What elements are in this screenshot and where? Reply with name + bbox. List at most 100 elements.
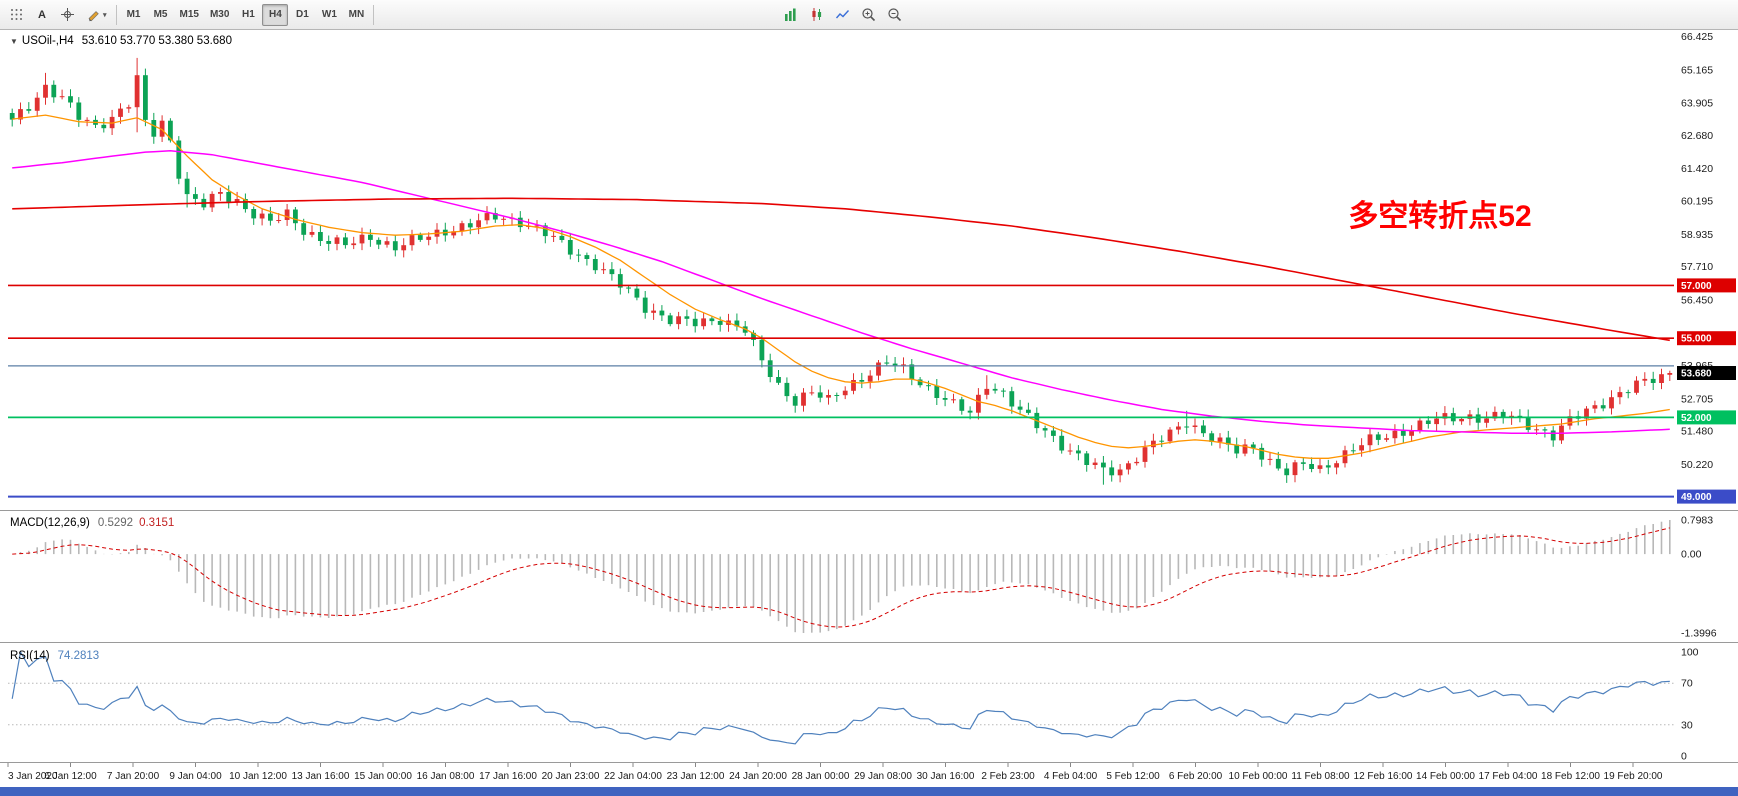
svg-text:66.425: 66.425 bbox=[1681, 31, 1713, 43]
svg-text:6 Jan 12:00: 6 Jan 12:00 bbox=[44, 771, 97, 782]
toolbar-separator bbox=[373, 4, 375, 25]
svg-text:20 Jan 23:00: 20 Jan 23:00 bbox=[542, 771, 600, 782]
svg-text:13 Jan 16:00: 13 Jan 16:00 bbox=[292, 771, 350, 782]
candle-chart-mode-button[interactable] bbox=[804, 4, 829, 26]
svg-text:57.000: 57.000 bbox=[1681, 281, 1712, 292]
timeframe-m15-button[interactable]: M15 bbox=[175, 4, 204, 26]
svg-text:62.680: 62.680 bbox=[1681, 130, 1713, 142]
text-label-tool-label: A bbox=[38, 8, 46, 21]
svg-text:30 Jan 16:00: 30 Jan 16:00 bbox=[917, 771, 975, 782]
crosshair-icon bbox=[60, 7, 75, 22]
svg-text:52.000: 52.000 bbox=[1681, 413, 1712, 424]
ma-fast-line bbox=[12, 114, 1670, 459]
chart-title: ▼ USOil-,H4 53.610 53.770 53.380 53.680 bbox=[10, 35, 232, 47]
svg-text:14 Feb 00:00: 14 Feb 00:00 bbox=[1416, 771, 1475, 782]
svg-text:65.165: 65.165 bbox=[1681, 64, 1713, 76]
timeframe-h4-button[interactable]: H4 bbox=[262, 3, 289, 26]
line-chart-mode-button[interactable] bbox=[830, 4, 855, 26]
price-axis[interactable]: 66.425 65.165 63.905 62.680 61.420 60.195 58.9… bbox=[1677, 31, 1736, 504]
svg-text:51.480: 51.480 bbox=[1681, 426, 1713, 438]
chart-mode-tools-group bbox=[778, 4, 907, 26]
timeframe-d1-button[interactable]: D1 bbox=[289, 4, 315, 26]
svg-text:4 Feb 04:00: 4 Feb 04:00 bbox=[1044, 771, 1098, 782]
svg-text:6 Feb 20:00: 6 Feb 20:00 bbox=[1169, 771, 1223, 782]
horizontal-level-lines[interactable] bbox=[8, 284, 1674, 498]
svg-text:9 Jan 04:00: 9 Jan 04:00 bbox=[169, 771, 222, 782]
svg-text:19 Feb 20:00: 19 Feb 20:00 bbox=[1604, 771, 1663, 782]
svg-text:63.905: 63.905 bbox=[1681, 98, 1713, 110]
svg-text:2 Feb 23:00: 2 Feb 23:00 bbox=[981, 771, 1035, 782]
bar-chart-icon bbox=[783, 7, 798, 22]
rsi-label: RSI(14) bbox=[10, 650, 50, 662]
symbol-period-label: USOil-,H4 bbox=[22, 35, 74, 47]
svg-text:30: 30 bbox=[1681, 719, 1693, 731]
macd-signal-line bbox=[12, 527, 1670, 628]
timeframe-m30-button[interactable]: M30 bbox=[205, 4, 234, 26]
macd-main-value: 0.5292 bbox=[98, 517, 133, 529]
macd-histogram bbox=[19, 520, 1671, 633]
timeframe-m5-button[interactable]: M5 bbox=[148, 4, 174, 26]
svg-text:61.420: 61.420 bbox=[1681, 163, 1713, 175]
rsi-axis-labels: 100 70 30 0 bbox=[1681, 647, 1699, 763]
svg-text:10 Feb 00:00: 10 Feb 00:00 bbox=[1229, 771, 1288, 782]
timeframe-mn-button[interactable]: MN bbox=[343, 4, 369, 26]
candlestick-series bbox=[9, 57, 1673, 485]
svg-text:18 Feb 12:00: 18 Feb 12:00 bbox=[1541, 771, 1600, 782]
text-label-tool-button[interactable]: A bbox=[30, 4, 54, 26]
macd-header: MACD(12,26,9) 0.5292 0.3151 bbox=[10, 517, 174, 529]
svg-text:11 Feb 08:00: 11 Feb 08:00 bbox=[1291, 771, 1350, 782]
line-chart-icon bbox=[835, 7, 850, 22]
svg-text:23 Jan 12:00: 23 Jan 12:00 bbox=[667, 771, 725, 782]
pencil-icon bbox=[86, 7, 101, 22]
macd-signal-value: 0.3151 bbox=[139, 517, 174, 529]
crosshair-tool-button[interactable] bbox=[55, 4, 80, 26]
svg-text:56.450: 56.450 bbox=[1681, 294, 1713, 306]
zoom-in-icon bbox=[861, 7, 876, 22]
drawing-tools-group: A ▾ bbox=[4, 4, 112, 26]
rsi-panel[interactable]: RSI(14) 74.2813 100 70 30 0 bbox=[8, 647, 1699, 763]
svg-text:16 Jan 08:00: 16 Jan 08:00 bbox=[417, 771, 475, 782]
grid-dots-icon bbox=[9, 7, 24, 22]
svg-text:49.000: 49.000 bbox=[1681, 492, 1712, 503]
timeframe-w1-button[interactable]: W1 bbox=[316, 4, 342, 26]
draw-tools-button[interactable]: ▾ bbox=[81, 4, 112, 26]
bottom-window-strip bbox=[0, 787, 1738, 796]
svg-text:0.00: 0.00 bbox=[1681, 549, 1702, 561]
timeframe-group: M1 M5 M15 M30 H1 H4 D1 W1 MN bbox=[121, 3, 370, 26]
svg-text:55.000: 55.000 bbox=[1681, 334, 1712, 345]
svg-text:17 Jan 16:00: 17 Jan 16:00 bbox=[479, 771, 537, 782]
macd-axis-labels: 0.7983 0.00 -1.3996 bbox=[1681, 515, 1717, 640]
rsi-value: 74.2813 bbox=[58, 650, 100, 662]
svg-text:22 Jan 04:00: 22 Jan 04:00 bbox=[604, 771, 662, 782]
annotation-text: 多空转折点52 bbox=[1348, 200, 1531, 233]
svg-text:24 Jan 20:00: 24 Jan 20:00 bbox=[729, 771, 787, 782]
macd-panel[interactable]: MACD(12,26,9) 0.5292 0.3151 0.7983 0.00 -1.3… bbox=[10, 515, 1717, 640]
svg-text:0.7983: 0.7983 bbox=[1681, 515, 1713, 527]
zoom-out-button[interactable] bbox=[882, 4, 907, 26]
ma-slow-line bbox=[12, 197, 1670, 342]
ma-mid-line bbox=[12, 150, 1670, 434]
chart-canvas[interactable]: ▼ USOil-,H4 53.610 53.770 53.380 53.680 多空… bbox=[0, 30, 1738, 796]
macd-label: MACD(12,26,9) bbox=[10, 517, 90, 529]
svg-text:17 Feb 04:00: 17 Feb 04:00 bbox=[1479, 771, 1538, 782]
dropdown-arrow-icon: ▾ bbox=[103, 11, 107, 19]
svg-text:12 Feb 16:00: 12 Feb 16:00 bbox=[1354, 771, 1413, 782]
svg-text:60.195: 60.195 bbox=[1681, 196, 1713, 208]
svg-text:7 Jan 20:00: 7 Jan 20:00 bbox=[107, 771, 160, 782]
cursor-tool-button[interactable] bbox=[4, 4, 29, 26]
main-price-panel[interactable]: ▼ USOil-,H4 53.610 53.770 53.380 53.680 多空… bbox=[8, 35, 1674, 498]
svg-text:29 Jan 08:00: 29 Jan 08:00 bbox=[854, 771, 912, 782]
zoom-in-button[interactable] bbox=[856, 4, 881, 26]
toolbar: A ▾ M1 M5 M15 M30 H1 H4 D1 W1 MN bbox=[0, 0, 1738, 30]
svg-text:-1.3996: -1.3996 bbox=[1681, 628, 1717, 640]
toolbar-separator bbox=[115, 4, 117, 25]
svg-text:0: 0 bbox=[1681, 751, 1687, 763]
svg-text:15 Jan 00:00: 15 Jan 00:00 bbox=[354, 771, 412, 782]
svg-text:5 Feb 12:00: 5 Feb 12:00 bbox=[1106, 771, 1160, 782]
zoom-out-icon bbox=[887, 7, 902, 22]
bar-chart-mode-button[interactable] bbox=[778, 4, 803, 26]
timeframe-h1-button[interactable]: H1 bbox=[235, 4, 261, 26]
collapse-icon: ▼ bbox=[10, 37, 18, 46]
timeframe-m1-button[interactable]: M1 bbox=[121, 4, 147, 26]
